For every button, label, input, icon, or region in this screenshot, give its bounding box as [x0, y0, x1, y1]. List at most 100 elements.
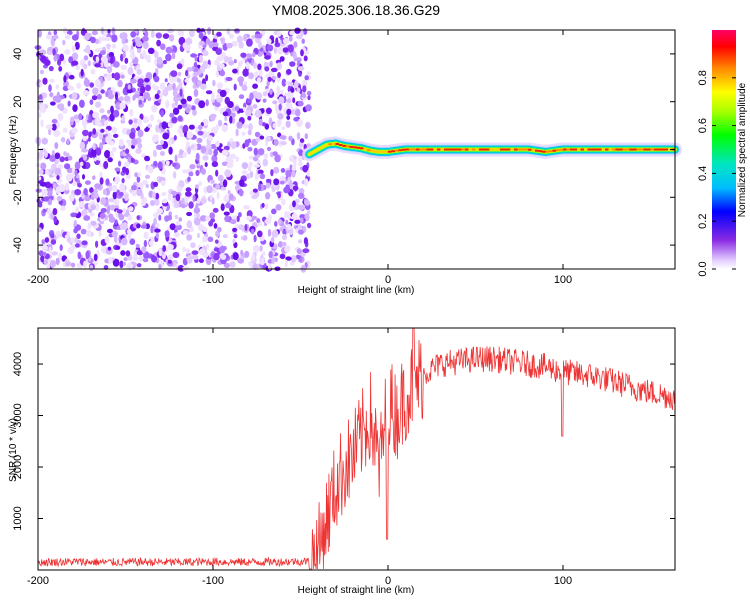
noise-speckle — [81, 240, 88, 246]
noise-speckle — [54, 96, 62, 103]
noise-speckle — [137, 129, 144, 138]
noise-speckle — [284, 245, 291, 253]
noise-speckle — [93, 193, 99, 199]
noise-speckle — [64, 33, 71, 40]
noise-speckle — [153, 217, 157, 226]
noise-speckle — [165, 46, 173, 54]
noise-speckle — [129, 132, 136, 139]
noise-speckle — [64, 49, 71, 55]
noise-speckle — [242, 123, 249, 129]
noise-speckle — [186, 255, 193, 264]
signal-core — [633, 148, 637, 151]
noise-speckle — [143, 251, 150, 260]
noise-speckle — [247, 116, 252, 121]
noise-speckle — [171, 116, 178, 124]
noise-speckle — [157, 161, 163, 170]
signal-core — [580, 148, 585, 151]
noise-speckle — [133, 251, 137, 260]
noise-speckle — [112, 184, 118, 193]
noise-speckle — [255, 137, 261, 142]
noise-speckle — [63, 75, 67, 83]
snr-y-label: SNR (10 * v/v) — [8, 418, 19, 482]
noise-speckle — [39, 103, 46, 111]
noise-speckle — [299, 217, 304, 223]
noise-speckle — [289, 30, 295, 36]
signal-core — [433, 148, 437, 151]
noise-speckle — [63, 151, 67, 157]
signal-track — [302, 136, 682, 162]
noise-speckle — [196, 213, 201, 218]
noise-speckle — [201, 168, 206, 175]
noise-speckle — [207, 236, 214, 243]
noise-speckle — [260, 257, 265, 262]
noise-speckle — [299, 214, 306, 219]
noise-speckle — [276, 85, 281, 93]
noise-speckle — [118, 211, 123, 219]
noise-speckle — [218, 55, 222, 61]
noise-speckle — [115, 245, 121, 250]
signal-core — [450, 148, 455, 151]
noise-speckle — [198, 181, 203, 187]
noise-speckle — [113, 133, 119, 138]
noise-speckle — [164, 78, 168, 83]
signal-core — [426, 148, 430, 151]
signal-core — [506, 148, 511, 151]
noise-speckle — [64, 163, 71, 170]
noise-speckle — [217, 226, 222, 233]
noise-speckle — [205, 215, 212, 222]
noise-speckle — [288, 135, 293, 142]
noise-speckle — [92, 111, 99, 119]
noise-speckle — [292, 200, 296, 208]
noise-speckle — [253, 147, 258, 156]
noise-speckle — [211, 197, 215, 205]
noise-speckle — [92, 175, 96, 180]
noise-speckle — [131, 184, 137, 191]
noise-speckle — [188, 171, 194, 177]
noise-speckle — [196, 197, 201, 204]
noise-speckle — [144, 30, 149, 37]
noise-speckle — [193, 217, 201, 226]
noise-speckle — [196, 80, 202, 87]
noise-speckle — [137, 78, 144, 85]
noise-speckle — [75, 206, 79, 214]
y-tick-label: -40 — [12, 237, 24, 253]
noise-speckle — [186, 211, 193, 217]
noise-speckle — [46, 262, 50, 270]
noise-speckle — [76, 233, 81, 240]
noise-speckle — [180, 98, 187, 105]
noise-speckle — [71, 262, 76, 268]
noise-speckle — [136, 250, 144, 256]
x-tick-label: 100 — [554, 274, 572, 286]
signal-core — [577, 148, 581, 151]
noise-speckle — [240, 249, 244, 256]
noise-speckle — [156, 119, 162, 124]
noise-speckle — [191, 254, 199, 260]
noise-speckle — [273, 178, 280, 186]
noise-speckle — [100, 26, 104, 35]
noise-speckle — [92, 128, 97, 135]
noise-speckle — [193, 89, 199, 97]
noise-speckle — [94, 79, 101, 88]
noise-speckle — [215, 124, 220, 130]
noise-speckle — [38, 112, 42, 118]
noise-speckle — [137, 118, 142, 127]
noise-speckle — [297, 192, 305, 199]
noise-speckle — [142, 35, 149, 42]
colorbar-tick-label: 0.2 — [697, 214, 709, 229]
noise-speckle — [100, 89, 105, 94]
noise-speckle — [72, 104, 78, 112]
noise-speckle — [161, 192, 167, 196]
noise-speckle — [36, 176, 42, 181]
noise-speckle — [227, 190, 231, 195]
noise-speckle — [221, 245, 227, 251]
noise-speckle — [83, 55, 89, 61]
noise-speckle — [297, 204, 305, 211]
noise-speckle — [267, 229, 272, 237]
noise-speckle — [74, 161, 81, 170]
noise-speckle — [131, 138, 138, 146]
noise-speckle — [297, 66, 305, 71]
noise-speckle — [130, 78, 137, 84]
noise-speckle — [41, 137, 48, 145]
noise-speckle — [134, 172, 138, 178]
noise-speckle — [206, 243, 210, 249]
